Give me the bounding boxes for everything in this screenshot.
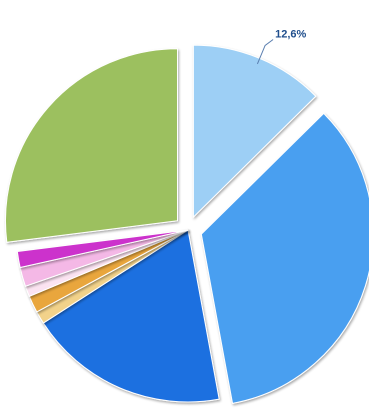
- pie-slices: [4, 44, 369, 404]
- pie-slice-2: [200, 112, 369, 404]
- data-label-leader-1: [256, 39, 274, 65]
- pie-slice-3: [42, 229, 220, 403]
- pie-data-labels: 12,6%: [256, 28, 307, 65]
- pie-slice-9: [4, 48, 178, 243]
- pie-slice-8: [16, 229, 189, 269]
- data-label-1: 12,6%: [275, 28, 306, 40]
